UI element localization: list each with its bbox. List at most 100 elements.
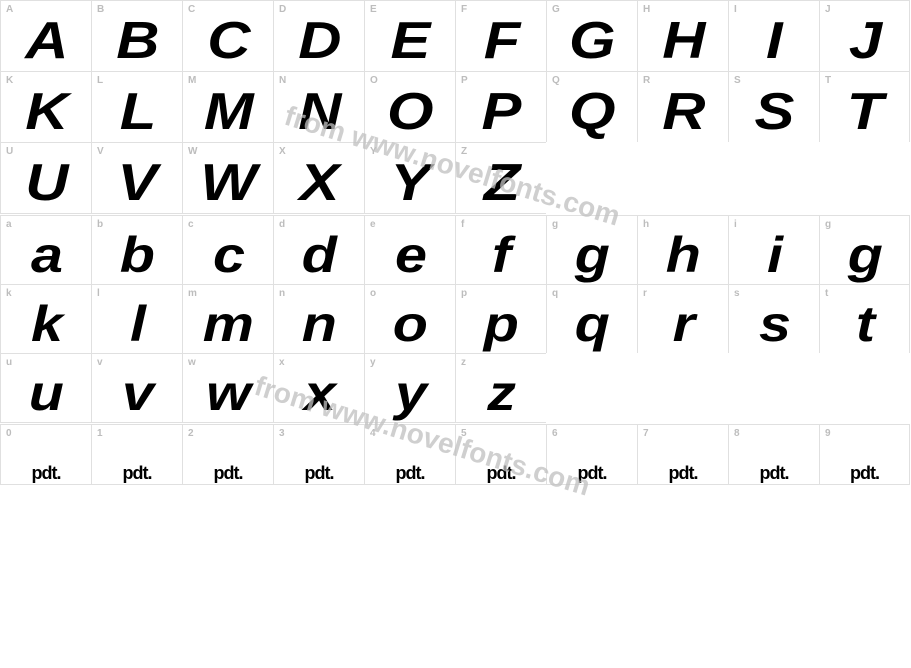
glyph-display: pdt. [638, 425, 728, 484]
cell-label: w [188, 357, 196, 368]
cell-label: G [552, 4, 560, 15]
cell-label: l [97, 288, 100, 299]
glyph-cell: QQ [546, 71, 637, 142]
glyph-cell: HH [637, 0, 728, 71]
glyph-display: a [1, 216, 91, 284]
glyph-cell: SS [728, 71, 819, 142]
glyph-cell: 1pdt. [91, 424, 182, 485]
glyph-display: T [820, 72, 909, 142]
glyph-display: E [365, 1, 455, 71]
glyph-display: K [1, 72, 91, 142]
cell-label: q [552, 288, 558, 299]
glyph-cell: bb [91, 215, 182, 284]
glyph-cell: JJ [819, 0, 910, 71]
cell-label: 1 [97, 428, 103, 439]
glyph-display [637, 353, 728, 423]
glyph-display [546, 353, 637, 423]
cell-label: S [734, 75, 741, 86]
glyph-cell: 8pdt. [728, 424, 819, 485]
glyph-display: pdt. [729, 425, 819, 484]
glyph-display [728, 142, 819, 214]
glyph-cell: 7pdt. [637, 424, 728, 485]
glyph-cell: 0pdt. [0, 424, 91, 485]
glyph-cell: dd [273, 215, 364, 284]
glyph-display: G [547, 1, 637, 71]
glyph-cell: tt [819, 284, 910, 353]
glyph-cell: nn [273, 284, 364, 353]
cell-label: M [188, 75, 196, 86]
cell-label: o [370, 288, 376, 299]
glyph-cell: ee [364, 215, 455, 284]
glyph-display: pdt. [274, 425, 364, 484]
glyph-cell: OO [364, 71, 455, 142]
glyph-cell: GG [546, 0, 637, 71]
glyph-display: pdt. [820, 425, 909, 484]
cell-label: f [461, 219, 464, 230]
cell-label: C [188, 4, 195, 15]
glyph-cell [728, 142, 819, 214]
glyph-display: pdt. [365, 425, 455, 484]
glyph-display: I [729, 1, 819, 71]
cell-label: J [825, 4, 831, 15]
glyph-cell: CC [182, 0, 273, 71]
cell-label: k [6, 288, 12, 299]
cell-label: R [643, 75, 650, 86]
glyph-display: D [274, 1, 364, 71]
cell-label: L [97, 75, 103, 86]
cell-label: m [188, 288, 197, 299]
glyph-cell: zz [455, 353, 546, 423]
glyph-cell: pp [455, 284, 546, 353]
cell-label: 0 [6, 428, 12, 439]
glyph-display: pdt. [92, 425, 182, 484]
glyph-display: q [547, 285, 637, 353]
glyph-display: pdt. [547, 425, 637, 484]
glyph-display: z [456, 354, 546, 422]
glyph-display [546, 142, 637, 214]
glyph-display: F [456, 1, 546, 71]
cell-label: u [6, 357, 12, 368]
cell-label: 7 [643, 428, 649, 439]
glyph-cell: TT [819, 71, 910, 142]
cell-label: n [279, 288, 285, 299]
cell-label: O [370, 75, 378, 86]
glyph-cell [637, 353, 728, 423]
cell-label: g [825, 219, 831, 230]
glyph-cell: yy [364, 353, 455, 423]
cell-label: c [188, 219, 194, 230]
glyph-cell: XX [273, 142, 364, 214]
glyph-display: L [92, 72, 182, 142]
glyph-cell: aa [0, 215, 91, 284]
cell-label: a [6, 219, 12, 230]
glyph-display: b [92, 216, 182, 284]
glyph-display: k [1, 285, 91, 353]
glyph-display: C [183, 1, 273, 71]
glyph-cell: UU [0, 142, 91, 214]
glyph-cell: ZZ [455, 142, 546, 214]
glyph-cell: ll [91, 284, 182, 353]
glyph-cell: FF [455, 0, 546, 71]
glyph-display: w [183, 354, 273, 422]
glyph-display: l [92, 285, 182, 353]
glyph-display: pdt. [456, 425, 546, 484]
glyph-display: N [274, 72, 364, 142]
glyph-cell: ii [728, 215, 819, 284]
glyph-display: x [274, 354, 364, 422]
glyph-display: V [92, 143, 182, 213]
glyph-cell [819, 353, 910, 423]
glyph-display [728, 353, 819, 423]
glyph-cell: 3pdt. [273, 424, 364, 485]
glyph-cell: gg [819, 215, 910, 284]
cell-label: W [188, 146, 197, 157]
glyph-cell: hh [637, 215, 728, 284]
glyph-cell: mm [182, 284, 273, 353]
cell-label: 3 [279, 428, 285, 439]
glyph-cell [728, 353, 819, 423]
glyph-display [637, 142, 728, 214]
glyph-cell: DD [273, 0, 364, 71]
glyph-cell: vv [91, 353, 182, 423]
glyph-cell: WW [182, 142, 273, 214]
glyph-display [819, 353, 910, 423]
glyph-display: M [183, 72, 273, 142]
glyph-display: Q [547, 72, 637, 142]
glyph-cell: kk [0, 284, 91, 353]
